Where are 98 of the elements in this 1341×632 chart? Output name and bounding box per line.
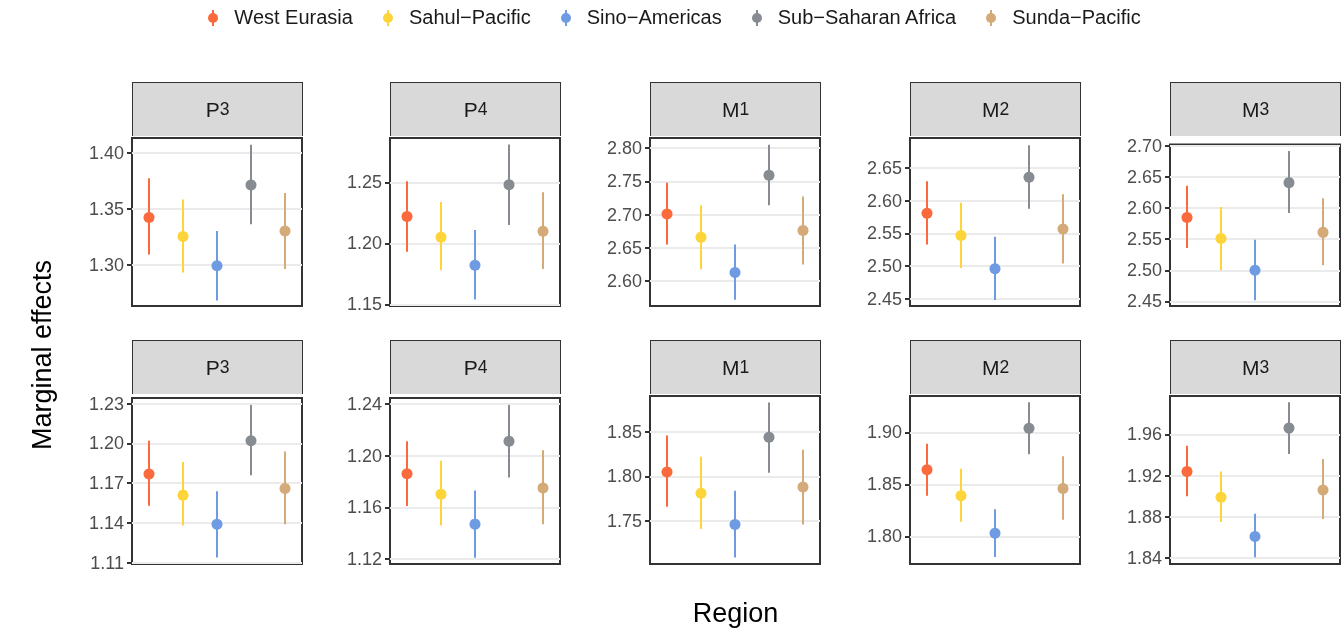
point — [661, 208, 673, 220]
y-tick-label: 2.65 — [1126, 167, 1162, 188]
point — [1317, 484, 1329, 496]
point — [211, 260, 223, 272]
y-tick-label: 1.15 — [346, 294, 382, 315]
y-tick-label: 2.80 — [606, 138, 642, 159]
point — [469, 259, 481, 271]
y-tick-label: 1.23 — [88, 393, 124, 414]
y-tick-label: 1.11 — [90, 552, 124, 573]
legend-label: Sub−Saharan Africa — [777, 6, 957, 29]
y-tick-label: 2.70 — [606, 204, 642, 225]
point — [729, 518, 741, 530]
y-tick-label: 1.17 — [88, 473, 124, 494]
point — [695, 487, 707, 499]
point — [537, 225, 549, 237]
point — [401, 468, 413, 480]
y-tick-label: 1.30 — [88, 254, 124, 275]
legend-label: West Eurasia — [234, 6, 353, 29]
y-tick-label: 2.50 — [1126, 260, 1162, 281]
y-tick-label: 1.88 — [1126, 506, 1162, 527]
point — [763, 169, 775, 181]
y-tick-label: 1.92 — [1126, 465, 1162, 486]
point — [1249, 264, 1261, 276]
point — [503, 435, 515, 447]
point — [143, 212, 155, 224]
point — [177, 231, 189, 243]
y-tick-label: 1.20 — [88, 433, 124, 454]
point — [1215, 491, 1227, 503]
point — [921, 464, 933, 476]
point — [211, 518, 223, 530]
point — [1057, 482, 1069, 494]
y-tick-label: 1.80 — [606, 466, 642, 487]
x-axis-title: Region — [692, 597, 779, 629]
y-tick-label: 2.55 — [1126, 229, 1162, 250]
point — [955, 490, 967, 502]
point — [695, 231, 707, 243]
point — [279, 483, 291, 495]
y-tick-label: 2.60 — [1126, 198, 1162, 219]
y-tick-label: 2.45 — [1126, 291, 1162, 312]
y-tick-label: 2.70 — [1126, 135, 1162, 156]
y-tick-label: 1.90 — [866, 422, 902, 443]
y-tick-label: 2.65 — [866, 158, 902, 179]
point — [1283, 422, 1295, 434]
point — [797, 225, 809, 237]
y-tick-label: 2.45 — [866, 288, 902, 309]
point — [989, 527, 1001, 539]
point — [503, 179, 515, 191]
point — [537, 482, 549, 494]
point — [1181, 211, 1193, 223]
point — [1215, 233, 1227, 245]
y-tick-label: 1.20 — [346, 233, 382, 254]
y-tick-label: 2.60 — [606, 271, 642, 292]
point — [955, 229, 967, 241]
y-axis-title: Marginal effects — [26, 259, 58, 451]
y-tick-label: 1.84 — [1126, 548, 1162, 569]
point — [1249, 531, 1261, 543]
y-tick-label: 1.14 — [88, 512, 124, 533]
point — [1023, 171, 1035, 183]
point — [245, 435, 257, 447]
y-tick-label: 2.75 — [606, 171, 642, 192]
y-tick-label: 2.60 — [866, 190, 902, 211]
y-tick-label: 1.24 — [346, 393, 382, 414]
y-tick-label: 1.75 — [606, 510, 642, 531]
y-tick-label: 1.20 — [346, 445, 382, 466]
y-tick-label: 1.35 — [88, 198, 124, 219]
point — [1181, 465, 1193, 477]
point — [1283, 177, 1295, 189]
y-tick-label: 1.85 — [866, 474, 902, 495]
legend-label: Sunda−Pacific — [1012, 6, 1141, 29]
point — [435, 231, 447, 243]
y-tick-label: 2.65 — [606, 237, 642, 258]
point — [921, 207, 933, 219]
y-tick-label: 1.96 — [1126, 424, 1162, 445]
y-tick-label: 2.50 — [866, 256, 902, 277]
point — [763, 431, 775, 443]
point — [661, 466, 673, 478]
y-tick-label: 1.12 — [346, 549, 382, 570]
point — [797, 481, 809, 493]
y-tick-label: 1.25 — [346, 172, 382, 193]
point — [1023, 422, 1035, 434]
point — [177, 489, 189, 501]
legend-label: Sino−Americas — [586, 6, 722, 29]
y-tick-label: 1.80 — [866, 526, 902, 547]
point — [989, 263, 1001, 275]
point — [245, 179, 257, 191]
point — [469, 518, 481, 530]
point — [1317, 226, 1329, 238]
legend-label: Sahul−Pacific — [408, 6, 531, 29]
y-tick-label: 1.16 — [346, 497, 382, 518]
y-tick-label: 2.55 — [866, 223, 902, 244]
point — [143, 468, 155, 480]
y-tick-label: 1.85 — [606, 421, 642, 442]
point — [435, 488, 447, 500]
point — [1057, 223, 1069, 235]
point — [729, 266, 741, 278]
point — [401, 211, 413, 223]
point — [279, 225, 291, 237]
y-tick-label: 1.40 — [88, 142, 124, 163]
